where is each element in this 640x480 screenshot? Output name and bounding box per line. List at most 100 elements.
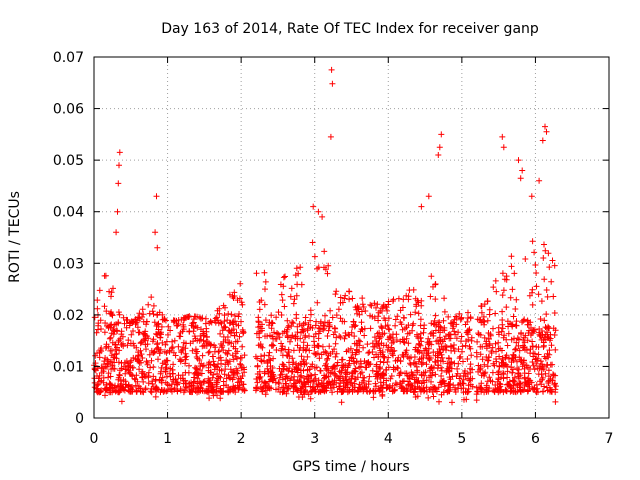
data-point bbox=[432, 358, 438, 365]
data-point bbox=[406, 375, 413, 382]
data-point bbox=[206, 395, 213, 402]
data-point bbox=[239, 343, 246, 350]
data-point bbox=[163, 338, 170, 345]
data-point bbox=[274, 330, 280, 336]
data-point bbox=[539, 374, 546, 381]
data-point bbox=[373, 351, 380, 358]
data-point bbox=[374, 375, 381, 382]
data-point bbox=[154, 341, 160, 348]
data-point bbox=[127, 340, 134, 347]
data-point bbox=[298, 281, 305, 288]
data-point bbox=[185, 369, 192, 376]
data-point bbox=[490, 325, 496, 332]
data-point bbox=[485, 330, 492, 336]
data-point bbox=[529, 338, 536, 345]
data-point bbox=[346, 357, 353, 364]
data-point bbox=[475, 331, 482, 338]
data-point bbox=[124, 342, 131, 349]
data-point bbox=[238, 354, 245, 361]
data-point bbox=[256, 330, 262, 337]
data-point bbox=[280, 274, 287, 281]
data-point bbox=[346, 332, 353, 338]
data-point bbox=[521, 386, 528, 393]
data-point bbox=[216, 348, 223, 355]
data-point bbox=[347, 345, 354, 352]
data-point bbox=[253, 270, 260, 277]
y-tick-label: 0.01 bbox=[53, 359, 84, 375]
data-point bbox=[135, 357, 142, 364]
data-point bbox=[98, 326, 104, 332]
data-point bbox=[428, 378, 434, 385]
data-point bbox=[388, 373, 395, 379]
data-point bbox=[273, 335, 280, 342]
x-tick-label: 4 bbox=[384, 431, 393, 447]
data-point bbox=[236, 295, 243, 302]
data-point bbox=[447, 384, 454, 391]
data-point bbox=[533, 381, 540, 388]
data-point bbox=[280, 361, 287, 368]
data-point bbox=[402, 370, 408, 377]
data-point bbox=[390, 366, 397, 373]
data-point bbox=[541, 353, 548, 360]
data-point bbox=[363, 360, 370, 366]
data-point bbox=[301, 361, 308, 368]
data-point bbox=[196, 357, 203, 363]
data-point bbox=[337, 380, 344, 387]
data-point bbox=[279, 297, 286, 304]
data-point bbox=[238, 318, 244, 325]
data-point bbox=[455, 346, 462, 353]
data-point bbox=[353, 347, 360, 354]
data-point bbox=[376, 365, 382, 372]
data-point bbox=[480, 313, 487, 320]
data-point bbox=[525, 381, 532, 388]
data-point bbox=[158, 377, 165, 384]
data-point bbox=[512, 306, 519, 312]
data-point bbox=[221, 371, 228, 378]
data-point bbox=[546, 325, 553, 332]
data-point bbox=[329, 314, 336, 321]
data-point bbox=[392, 322, 399, 329]
data-point bbox=[91, 314, 98, 321]
data-point bbox=[138, 338, 145, 345]
data-point bbox=[94, 350, 100, 357]
data-point bbox=[158, 331, 164, 338]
data-point bbox=[404, 330, 411, 337]
data-point bbox=[548, 278, 555, 285]
data-point bbox=[300, 375, 307, 381]
data-point bbox=[495, 339, 502, 346]
data-point bbox=[163, 364, 170, 371]
data-point bbox=[474, 338, 481, 345]
data-point bbox=[204, 339, 211, 346]
data-point bbox=[496, 353, 503, 360]
data-point bbox=[340, 377, 347, 384]
data-point bbox=[309, 387, 316, 394]
data-point bbox=[431, 384, 438, 391]
data-point bbox=[356, 381, 363, 388]
data-point bbox=[529, 359, 536, 365]
data-point bbox=[190, 374, 197, 381]
data-point bbox=[533, 283, 540, 290]
data-point bbox=[147, 388, 154, 395]
data-point bbox=[277, 281, 284, 288]
data-point bbox=[91, 366, 98, 373]
data-point bbox=[132, 382, 139, 389]
data-point bbox=[305, 373, 312, 380]
data-point bbox=[215, 355, 222, 362]
data-point bbox=[513, 339, 520, 346]
data-point bbox=[324, 270, 331, 277]
data-point bbox=[512, 354, 519, 361]
data-point bbox=[432, 385, 439, 392]
data-point bbox=[114, 389, 121, 396]
plot-frame bbox=[93, 56, 610, 419]
data-point bbox=[473, 353, 480, 360]
data-point bbox=[315, 389, 322, 396]
data-point bbox=[415, 335, 422, 341]
data-point bbox=[312, 375, 319, 382]
data-point bbox=[123, 366, 130, 373]
data-point bbox=[237, 280, 244, 287]
data-point bbox=[412, 295, 419, 302]
data-point bbox=[176, 356, 183, 363]
data-point bbox=[266, 349, 273, 356]
data-point bbox=[499, 133, 506, 140]
data-point bbox=[130, 328, 136, 334]
